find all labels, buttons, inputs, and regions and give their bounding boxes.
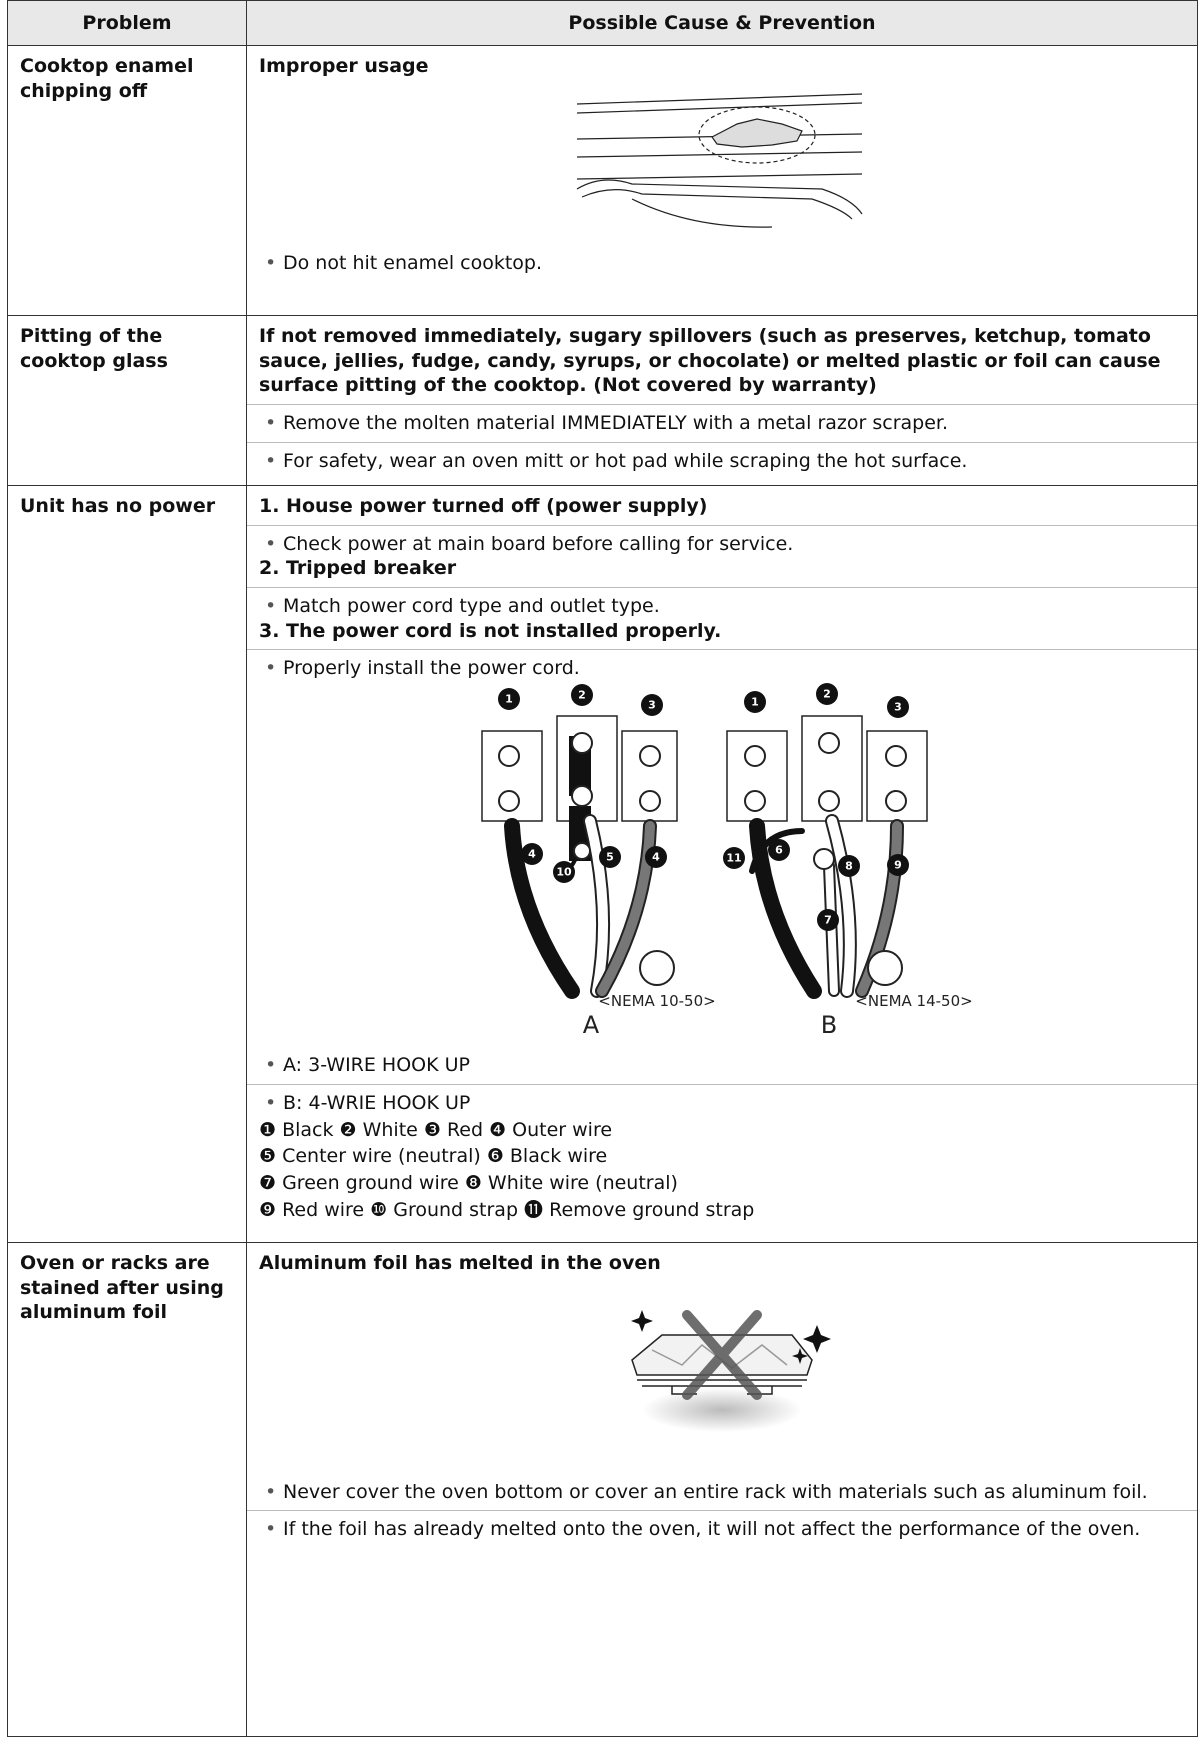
cause: If not removed immediately, sugary spill… bbox=[259, 325, 1161, 397]
bullet: Never cover the oven bottom or cover an … bbox=[259, 1480, 1185, 1505]
outlet-label: <NEMA 10-50> bbox=[598, 992, 715, 1010]
header-cell: Possible Cause & Prevention bbox=[246, 0, 1198, 46]
bullet: Remove the molten material IMMEDIATELY w… bbox=[259, 411, 1185, 436]
bullet: Properly install the power cord. bbox=[259, 656, 1185, 681]
callout: 8 bbox=[845, 860, 853, 873]
bullet: For safety, wear an oven mitt or hot pad… bbox=[259, 449, 1185, 474]
callout: 1 bbox=[751, 696, 759, 709]
header-row: Problem Possible Cause & Prevention bbox=[7, 0, 1198, 46]
cause-cell: Aluminum foil has melted in the oven Nev… bbox=[246, 1242, 1198, 1737]
callout: 2 bbox=[578, 689, 586, 702]
callout: 9 bbox=[894, 859, 902, 872]
diagram-label: A bbox=[583, 1011, 600, 1039]
callout: 7 bbox=[824, 914, 832, 927]
problem: Unit has no power bbox=[7, 485, 247, 1243]
bullet: Do not hit enamel cooktop. bbox=[259, 251, 1185, 276]
problem: Pitting of the cooktop glass bbox=[7, 315, 247, 486]
legend-line: ❾ Red wire ❿ Ground strap ⓫ Remove groun… bbox=[259, 1198, 755, 1221]
row: Pitting of the cooktop glass If not remo… bbox=[7, 315, 1198, 486]
diagram-label: B bbox=[821, 1011, 837, 1039]
foil-illustration bbox=[631, 1309, 831, 1432]
problem: Oven or racks are stained after using al… bbox=[7, 1242, 247, 1737]
callout: 2 bbox=[823, 688, 831, 701]
callout: 10 bbox=[556, 866, 572, 879]
wiring-diagram: 1 2 3 4 10 5 4 1 2 3 11 6 8 7 9 <NEMA 10… bbox=[481, 683, 972, 1039]
cause-cell: Improper usage Do not hit enamel cooktop… bbox=[246, 45, 1198, 316]
cause: 3. The power cord is not installed prope… bbox=[259, 619, 722, 642]
row: Oven or racks are stained after using al… bbox=[7, 1242, 1198, 1737]
bullet: Match power cord type and outlet type. bbox=[259, 594, 1185, 619]
legend-line: ❺ Center wire (neutral) ❻ Black wire bbox=[259, 1145, 608, 1168]
bullet: B: 4-WRIE HOOK UP bbox=[259, 1091, 1185, 1116]
bullet: Check power at main board before calling… bbox=[259, 532, 1185, 557]
row: Cooktop enamel chipping off Improper usa… bbox=[7, 45, 1198, 316]
row: Unit has no power 1. House power turned … bbox=[7, 485, 1198, 1243]
callout: 3 bbox=[894, 701, 902, 714]
cause: Improper usage bbox=[259, 55, 429, 77]
callout: 3 bbox=[648, 699, 656, 712]
bullet: If the foil has already melted onto the … bbox=[259, 1517, 1185, 1542]
callout: 5 bbox=[606, 851, 614, 864]
cause-cell: If not removed immediately, sugary spill… bbox=[246, 315, 1198, 486]
bullet: A: 3-WIRE HOOK UP bbox=[259, 1053, 1185, 1078]
callout: 1 bbox=[505, 693, 513, 706]
callout: 11 bbox=[726, 852, 741, 865]
cause: 1. House power turned off (power supply) bbox=[259, 495, 708, 517]
problem: Cooktop enamel chipping off bbox=[7, 45, 247, 316]
cause-cell: 1. House power turned off (power supply)… bbox=[246, 485, 1198, 1243]
callout: 4 bbox=[528, 848, 536, 861]
cause: Aluminum foil has melted in the oven bbox=[259, 1252, 661, 1274]
enamel-illustration bbox=[576, 93, 863, 228]
legend-line: ❼ Green ground wire ❽ White wire (neutra… bbox=[259, 1171, 678, 1194]
legend-line: ❶ Black ❷ White ❸ Red ❹ Outer wire bbox=[259, 1118, 613, 1141]
cause: 2. Tripped breaker bbox=[259, 557, 457, 580]
callout: 6 bbox=[775, 844, 783, 857]
callout: 4 bbox=[652, 851, 660, 864]
header-cell: Problem bbox=[7, 0, 247, 46]
troubleshooting-table: Problem Possible Cause & Prevention Cook… bbox=[7, 0, 1198, 1737]
outlet-label: <NEMA 14-50> bbox=[855, 992, 972, 1010]
